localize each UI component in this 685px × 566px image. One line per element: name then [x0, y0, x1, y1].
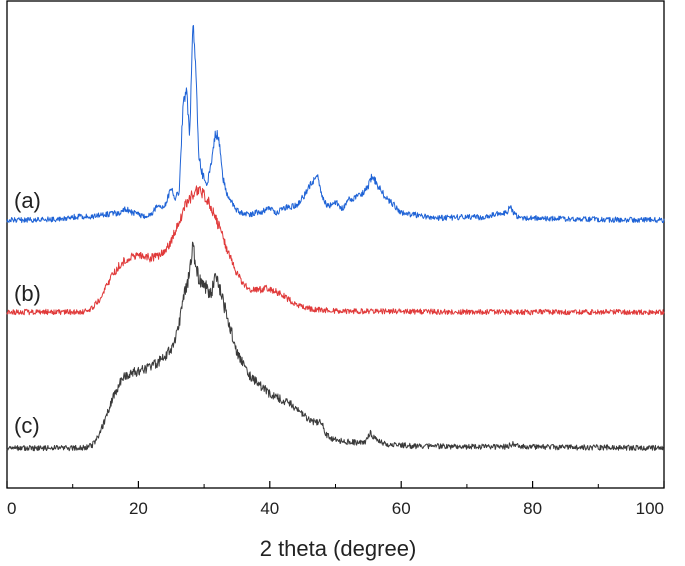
series-line-1 [6, 25, 665, 224]
series-line-3 [6, 241, 665, 452]
x-tick-label: 0 [7, 499, 16, 518]
x-axis-ticks: 0 20 40 60 80 100 [6, 481, 665, 518]
x-axis-title: 2 theta (degree) [260, 536, 417, 561]
x-tick-label: 60 [392, 499, 411, 518]
series-label-2: (b) [14, 281, 41, 306]
series-labels: (a) (b) (c) [14, 188, 41, 438]
x-tick-label: 20 [129, 499, 148, 518]
series-label-3: (c) [14, 413, 40, 438]
series-label-1: (a) [14, 188, 41, 213]
x-tick-label: 100 [636, 499, 664, 518]
series-layer [6, 25, 665, 452]
series-line-2 [6, 185, 665, 316]
x-tick-label: 40 [260, 499, 279, 518]
plot-frame [6, 0, 665, 489]
x-tick-label: 80 [523, 499, 542, 518]
